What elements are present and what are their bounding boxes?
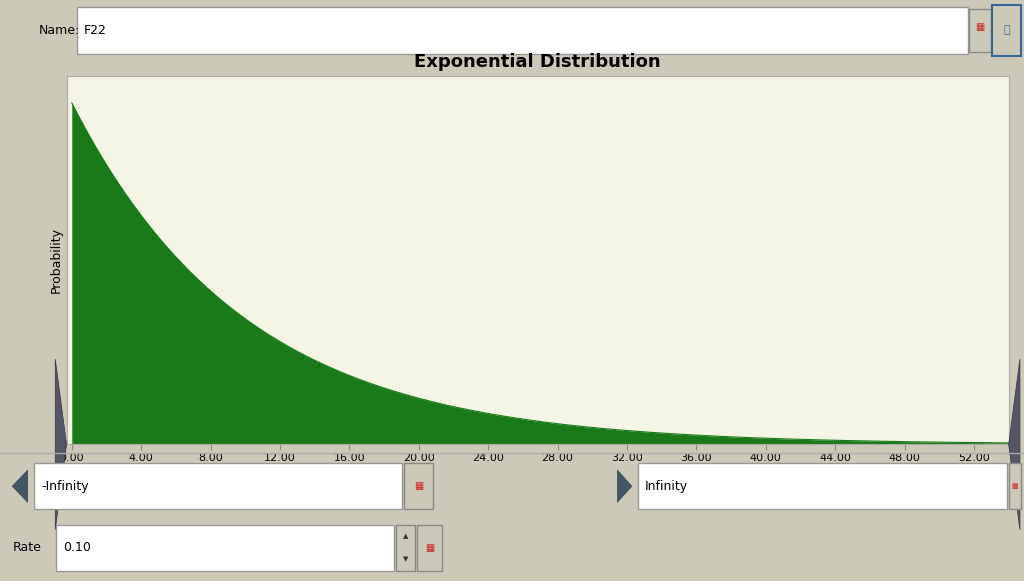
FancyBboxPatch shape	[404, 464, 433, 509]
Text: F22: F22	[84, 24, 106, 37]
FancyBboxPatch shape	[34, 464, 402, 509]
Text: ▦: ▦	[414, 481, 424, 491]
Text: ▼: ▼	[402, 556, 409, 562]
Polygon shape	[617, 470, 632, 502]
Polygon shape	[55, 359, 67, 530]
Text: ▦: ▦	[425, 543, 435, 553]
Text: Name:: Name:	[39, 24, 80, 37]
Text: Infinity: Infinity	[645, 480, 688, 493]
FancyBboxPatch shape	[969, 9, 991, 52]
Text: -Infinity: -Infinity	[41, 480, 89, 493]
Text: 🔼: 🔼	[1004, 26, 1010, 35]
Text: Rate: Rate	[12, 541, 41, 554]
FancyBboxPatch shape	[638, 464, 1007, 509]
Polygon shape	[1009, 359, 1020, 530]
Title: Exponential Distribution: Exponential Distribution	[415, 53, 660, 71]
FancyBboxPatch shape	[56, 525, 394, 571]
FancyBboxPatch shape	[1009, 464, 1021, 509]
FancyBboxPatch shape	[77, 8, 968, 53]
FancyBboxPatch shape	[417, 525, 442, 571]
Text: ▦: ▦	[975, 23, 985, 33]
FancyBboxPatch shape	[396, 525, 415, 571]
Y-axis label: Probability: Probability	[49, 227, 62, 293]
FancyBboxPatch shape	[992, 5, 1021, 56]
Text: ▦: ▦	[1012, 483, 1018, 489]
Text: ▲: ▲	[402, 533, 409, 539]
Text: 0.10: 0.10	[63, 541, 91, 554]
Polygon shape	[12, 470, 28, 502]
